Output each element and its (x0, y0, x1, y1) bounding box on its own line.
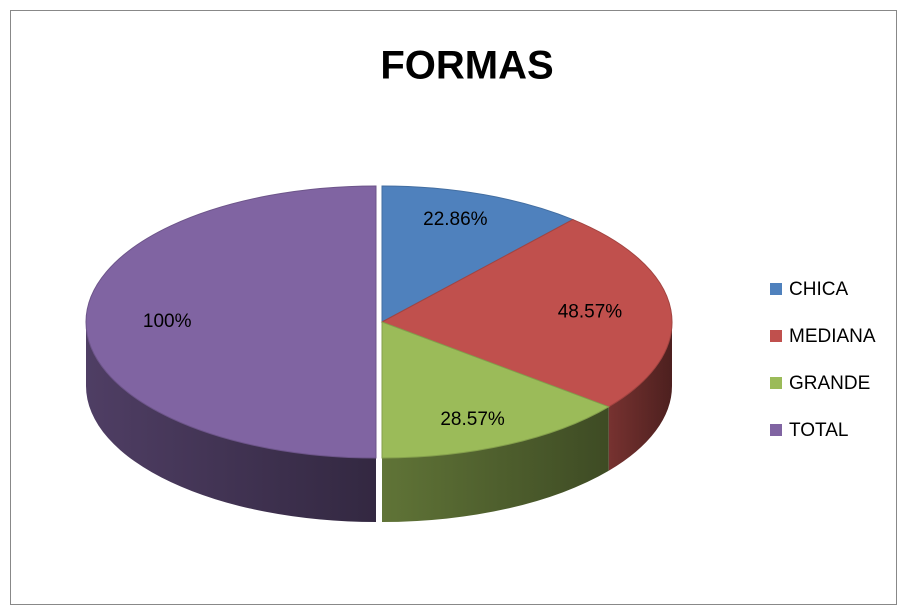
data-label: 48.57% (558, 301, 623, 322)
slice (85, 185, 377, 459)
data-label: 22.86% (423, 209, 488, 230)
legend-swatch (770, 283, 782, 295)
legend-label: TOTAL (789, 420, 848, 441)
slice (381, 321, 610, 459)
legend-swatch (770, 377, 782, 389)
chart-title: FORMAS (380, 44, 553, 88)
data-label: 28.57% (440, 409, 505, 430)
data-label: 100% (143, 311, 192, 332)
legend-label: MEDIANA (789, 326, 876, 347)
slice-side (608, 322, 672, 471)
slice-side (382, 406, 609, 522)
slice-side (86, 322, 376, 522)
legend-swatch (770, 330, 782, 342)
legend-label: CHICA (789, 279, 848, 300)
legend-label: GRANDE (789, 373, 870, 394)
slice (380, 219, 673, 408)
slice (381, 185, 574, 323)
legend-swatch (770, 424, 782, 436)
